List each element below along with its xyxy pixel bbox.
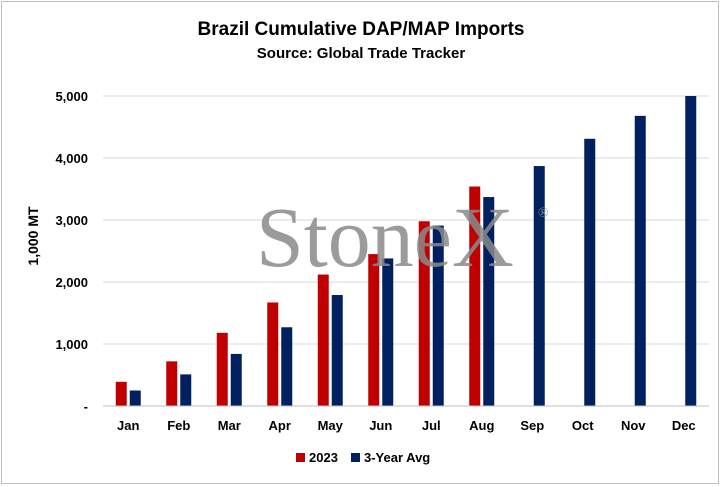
y-axis-ticks: - 1,000 2,000 3,000 4,000 5,000 — [55, 89, 88, 414]
chart-title: Brazil Cumulative DAP/MAP Imports — [198, 19, 525, 40]
y-tick-label: 1,000 — [55, 337, 88, 352]
bar-series1-jul — [418, 221, 430, 406]
bar-series2-jan — [129, 390, 141, 406]
y-tick-label: 5,000 — [55, 89, 88, 104]
legend-swatch — [296, 453, 305, 462]
bar-series2-feb — [180, 374, 192, 406]
watermark-registered: ® — [538, 206, 549, 221]
x-tick-label: Jun — [369, 418, 392, 433]
legend-swatch — [351, 453, 360, 462]
x-axis-ticks: Jan Feb Mar Apr May Jun Jul Aug Sep Oct Nov Dec — [117, 418, 696, 433]
y-tick-label: 3,000 — [55, 213, 88, 228]
x-tick-label: Dec — [672, 418, 696, 433]
bar-series1-aug — [469, 186, 481, 406]
watermark: StoneX ® — [256, 189, 549, 285]
x-tick-label: Apr — [269, 418, 291, 433]
y-axis-label: 1,000 MT — [25, 206, 41, 266]
bar-series1-mar — [216, 332, 228, 406]
y-tick-label: - — [84, 399, 88, 414]
bar-series1-feb — [166, 361, 178, 406]
bar-series1-jun — [368, 254, 380, 406]
gridlines — [103, 95, 709, 345]
x-tick-label: Jul — [422, 418, 441, 433]
legend-label: 3-Year Avg — [364, 450, 430, 465]
bar-series1-apr — [267, 302, 279, 406]
y-tick-label: 2,000 — [55, 275, 88, 290]
bar-series2-dec — [685, 96, 697, 406]
bars — [115, 96, 697, 406]
bar-series2-jun — [382, 258, 394, 406]
x-tick-label: Mar — [218, 418, 241, 433]
bar-series2-oct — [584, 138, 596, 406]
x-tick-label: Oct — [572, 418, 594, 433]
bar-series2-jul — [432, 225, 444, 406]
bar-series2-may — [331, 295, 343, 406]
x-tick-label: Sep — [520, 418, 544, 433]
legend: 2023 3-Year Avg — [296, 450, 430, 465]
chart-subtitle: Source: Global Trade Tracker — [257, 45, 466, 62]
bar-series2-apr — [281, 327, 293, 406]
y-tick-label: 4,000 — [55, 151, 88, 166]
x-tick-label: May — [318, 418, 344, 433]
x-tick-label: Nov — [621, 418, 646, 433]
bar-series2-sep — [533, 166, 545, 406]
x-tick-label: Feb — [167, 418, 190, 433]
bar-series2-mar — [230, 353, 242, 406]
bar-series2-nov — [634, 115, 646, 406]
legend-label: 2023 — [309, 450, 338, 465]
x-tick-label: Aug — [469, 418, 494, 433]
bar-series1-jan — [115, 381, 127, 406]
bar-series2-aug — [483, 197, 495, 406]
bar-series1-may — [317, 274, 329, 406]
x-tick-label: Jan — [117, 418, 139, 433]
watermark-text: StoneX — [256, 189, 514, 285]
